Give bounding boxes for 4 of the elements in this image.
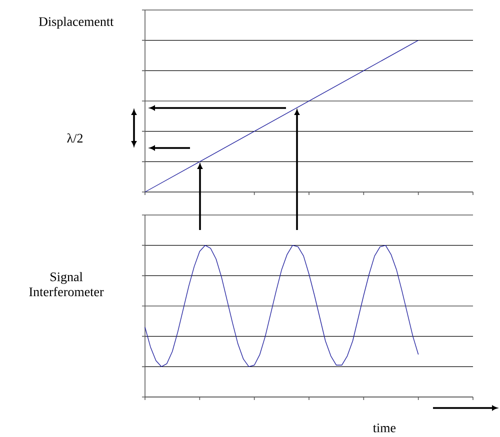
text: λ/2	[67, 133, 82, 143]
x-axis-title: time	[373, 424, 396, 432]
y-axis-title: Displacementt	[38, 16, 114, 29]
y-axis-title: Signal Interferometer	[29, 272, 104, 296]
